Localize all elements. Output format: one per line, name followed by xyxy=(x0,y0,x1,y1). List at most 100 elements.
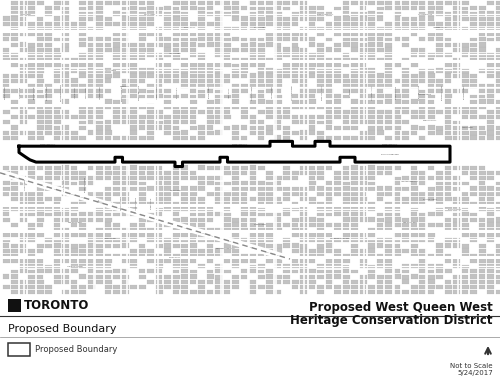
Text: LOGAN STREET: LOGAN STREET xyxy=(74,87,76,98)
Bar xyxy=(478,228,485,232)
Bar xyxy=(376,27,384,31)
Bar xyxy=(88,53,95,57)
Bar xyxy=(274,135,281,140)
Bar xyxy=(138,120,145,124)
Bar xyxy=(351,248,358,253)
Bar xyxy=(147,171,154,175)
Bar xyxy=(206,182,214,185)
Bar xyxy=(215,95,222,98)
Bar xyxy=(2,243,10,248)
Bar xyxy=(215,53,222,57)
Bar xyxy=(20,95,26,98)
Bar xyxy=(190,105,196,109)
Bar xyxy=(478,223,485,227)
Bar xyxy=(326,84,332,88)
Bar xyxy=(172,207,180,211)
Bar xyxy=(266,233,273,237)
Bar xyxy=(70,176,78,180)
Bar xyxy=(70,269,78,274)
Bar xyxy=(206,89,213,93)
Bar xyxy=(444,53,452,57)
Bar xyxy=(240,105,248,109)
Bar xyxy=(36,166,43,170)
Bar xyxy=(266,22,273,26)
Bar xyxy=(96,212,104,216)
Bar xyxy=(70,84,78,88)
Bar xyxy=(487,269,494,274)
Bar xyxy=(266,68,274,72)
Bar xyxy=(360,22,366,26)
Bar xyxy=(224,1,230,5)
Bar xyxy=(2,207,10,211)
Bar xyxy=(181,6,188,10)
Bar xyxy=(224,217,230,222)
Bar xyxy=(496,6,500,10)
Bar xyxy=(198,84,204,88)
Bar xyxy=(334,105,342,109)
Bar xyxy=(402,223,409,227)
Bar xyxy=(292,264,298,268)
Bar xyxy=(410,202,418,206)
Bar xyxy=(385,63,392,67)
Bar xyxy=(410,238,418,242)
Bar xyxy=(11,38,18,41)
Bar xyxy=(62,280,69,284)
Bar xyxy=(368,254,375,258)
Bar xyxy=(394,115,400,119)
Bar xyxy=(419,275,426,279)
Text: MARCHMONT STREET: MARCHMONT STREET xyxy=(442,85,443,100)
Bar xyxy=(62,275,69,279)
Bar xyxy=(156,207,162,211)
Bar xyxy=(394,136,400,140)
Bar xyxy=(419,202,426,206)
Text: AFTON AVENUE: AFTON AVENUE xyxy=(104,70,116,71)
Bar xyxy=(224,115,230,119)
Bar xyxy=(54,228,60,232)
Bar xyxy=(190,1,196,5)
Bar xyxy=(444,99,452,104)
Bar xyxy=(70,171,78,175)
Bar xyxy=(198,1,205,5)
Bar xyxy=(181,176,188,180)
Bar xyxy=(164,53,170,57)
Bar xyxy=(113,228,120,232)
Bar xyxy=(130,89,137,93)
Bar xyxy=(130,166,137,170)
Bar xyxy=(164,192,171,196)
Bar xyxy=(478,181,486,185)
Bar xyxy=(54,110,60,114)
Bar xyxy=(28,63,36,67)
Bar xyxy=(462,217,468,222)
Bar xyxy=(308,94,316,98)
Bar xyxy=(444,104,451,109)
Bar xyxy=(283,110,290,114)
Bar xyxy=(206,274,214,279)
Bar xyxy=(478,68,485,72)
Bar xyxy=(453,48,460,52)
Bar xyxy=(96,248,102,253)
Bar xyxy=(410,27,418,31)
Bar xyxy=(36,48,44,52)
Bar xyxy=(462,166,469,170)
Bar xyxy=(300,269,307,274)
Bar xyxy=(206,115,214,119)
Bar xyxy=(462,202,468,206)
Bar xyxy=(428,223,435,227)
Bar xyxy=(156,202,162,206)
Bar xyxy=(70,22,78,26)
Bar xyxy=(385,223,392,227)
Bar xyxy=(496,187,500,190)
Bar xyxy=(215,248,222,253)
Bar xyxy=(351,217,358,222)
Bar xyxy=(342,58,350,62)
Bar xyxy=(300,105,306,109)
Bar xyxy=(376,120,383,124)
Bar xyxy=(292,243,299,248)
Bar xyxy=(274,43,281,46)
Bar xyxy=(376,79,384,83)
Bar xyxy=(283,187,290,190)
Bar xyxy=(368,42,374,46)
Bar xyxy=(2,22,10,26)
Bar xyxy=(79,58,86,62)
Bar xyxy=(122,187,128,190)
